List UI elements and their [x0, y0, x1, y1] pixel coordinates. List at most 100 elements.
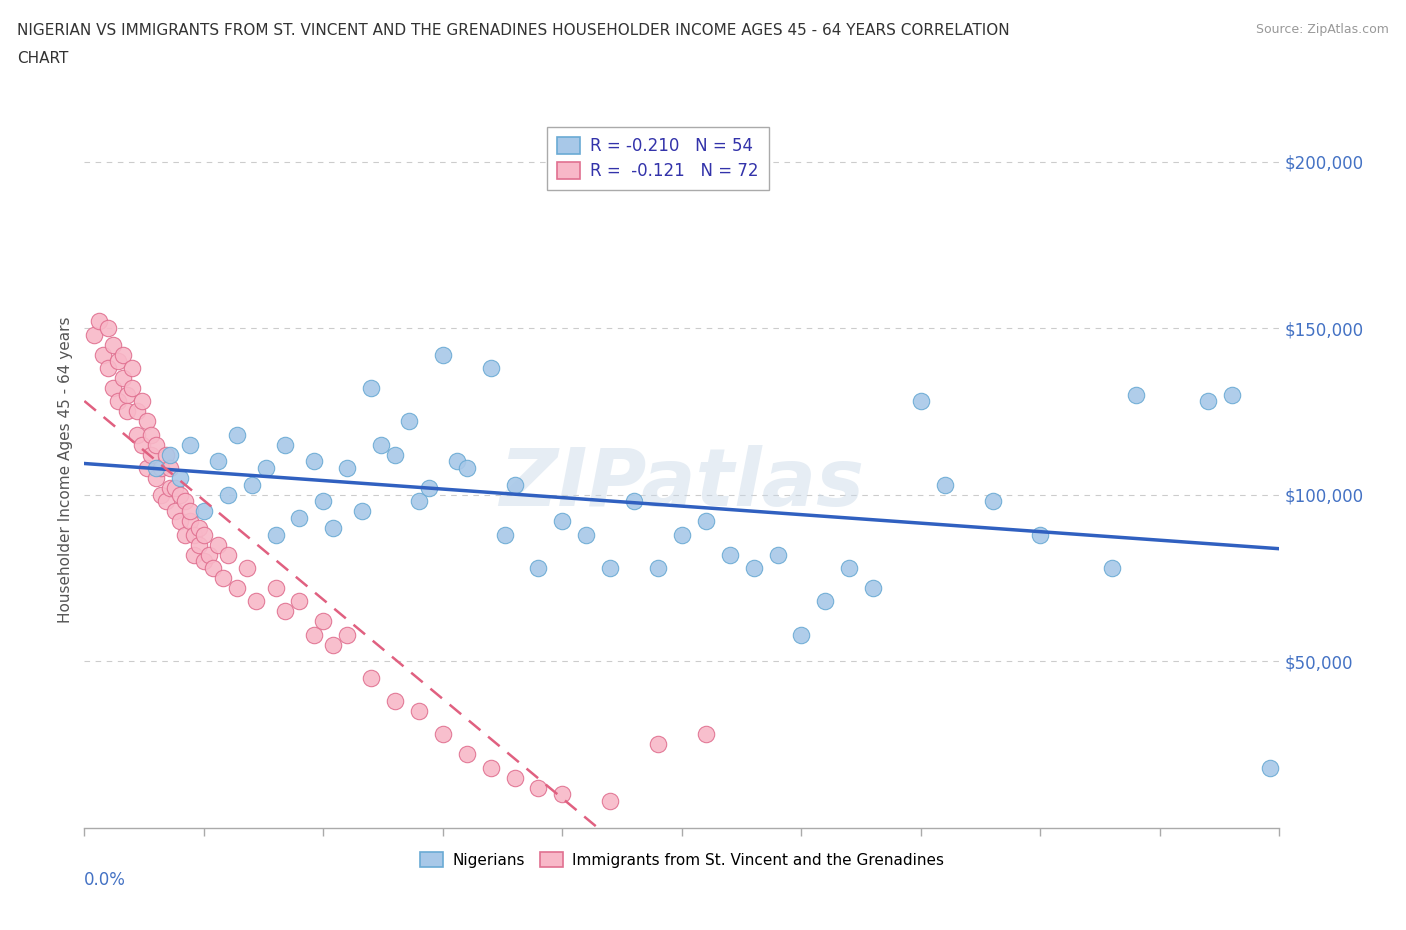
Point: [408, 494, 430, 509]
Text: NIGERIAN VS IMMIGRANTS FROM ST. VINCENT AND THE GRENADINES HOUSEHOLDER INCOME AG: NIGERIAN VS IMMIGRANTS FROM ST. VINCENT …: [17, 23, 1010, 38]
Point: [418, 481, 440, 496]
Point: [599, 561, 621, 576]
Point: [551, 787, 574, 802]
Point: [193, 504, 215, 519]
Point: [240, 477, 263, 492]
Point: [360, 380, 382, 395]
Point: [188, 521, 211, 536]
Point: [575, 527, 598, 542]
Point: [302, 454, 325, 469]
Point: [647, 561, 669, 576]
Point: [494, 527, 516, 542]
Point: [274, 604, 297, 618]
Point: [135, 460, 157, 475]
Point: [93, 347, 115, 362]
Point: [169, 514, 191, 529]
Legend: Nigerians, Immigrants from St. Vincent and the Grenadines: Nigerians, Immigrants from St. Vincent a…: [413, 845, 950, 874]
Point: [623, 494, 645, 509]
Point: [155, 447, 177, 462]
Point: [111, 371, 134, 386]
Point: [212, 570, 235, 585]
Point: [718, 547, 741, 562]
Point: [173, 494, 195, 509]
Point: [141, 427, 163, 442]
Point: [131, 437, 153, 452]
Point: [179, 504, 201, 519]
Point: [527, 561, 550, 576]
Point: [370, 437, 392, 452]
Point: [432, 727, 454, 742]
Point: [360, 671, 382, 685]
Point: [145, 437, 167, 452]
Point: [254, 460, 277, 475]
Point: [695, 727, 717, 742]
Point: [121, 361, 143, 376]
Point: [814, 593, 837, 608]
Point: [217, 547, 239, 562]
Point: [226, 427, 249, 442]
Point: [217, 487, 239, 502]
Point: [117, 404, 139, 418]
Text: ZIPatlas: ZIPatlas: [499, 445, 865, 523]
Point: [1197, 394, 1219, 409]
Point: [188, 538, 211, 552]
Point: [456, 460, 478, 475]
Point: [179, 437, 201, 452]
Point: [288, 593, 311, 608]
Point: [145, 471, 167, 485]
Point: [159, 460, 181, 475]
Point: [117, 387, 139, 402]
Point: [264, 527, 287, 542]
Point: [274, 437, 297, 452]
Point: [322, 521, 344, 536]
Point: [125, 404, 148, 418]
Point: [350, 504, 373, 519]
Point: [742, 561, 765, 576]
Point: [981, 494, 1004, 509]
Point: [125, 427, 148, 442]
Point: [193, 527, 215, 542]
Point: [398, 414, 420, 429]
Point: [288, 511, 311, 525]
Point: [236, 561, 259, 576]
Point: [169, 487, 191, 502]
Point: [1258, 761, 1281, 776]
Point: [226, 580, 249, 595]
Point: [384, 694, 406, 709]
Point: [165, 481, 187, 496]
Point: [551, 514, 574, 529]
Point: [193, 553, 215, 568]
Point: [479, 761, 502, 776]
Point: [384, 447, 406, 462]
Point: [202, 561, 225, 576]
Point: [183, 527, 205, 542]
Point: [1101, 561, 1123, 576]
Point: [527, 780, 550, 795]
Text: CHART: CHART: [17, 51, 69, 66]
Point: [312, 614, 335, 629]
Point: [302, 627, 325, 642]
Point: [165, 504, 187, 519]
Point: [408, 704, 430, 719]
Point: [207, 538, 229, 552]
Point: [141, 447, 163, 462]
Point: [934, 477, 956, 492]
Point: [121, 380, 143, 395]
Point: [503, 770, 526, 785]
Point: [647, 737, 669, 751]
Point: [107, 354, 129, 369]
Point: [671, 527, 693, 542]
Point: [145, 460, 167, 475]
Point: [183, 547, 205, 562]
Point: [149, 460, 172, 475]
Point: [910, 394, 932, 409]
Point: [97, 361, 120, 376]
Point: [1220, 387, 1243, 402]
Point: [1029, 527, 1052, 542]
Point: [503, 477, 526, 492]
Point: [479, 361, 502, 376]
Point: [169, 471, 191, 485]
Point: [149, 487, 172, 502]
Point: [599, 793, 621, 808]
Point: [766, 547, 789, 562]
